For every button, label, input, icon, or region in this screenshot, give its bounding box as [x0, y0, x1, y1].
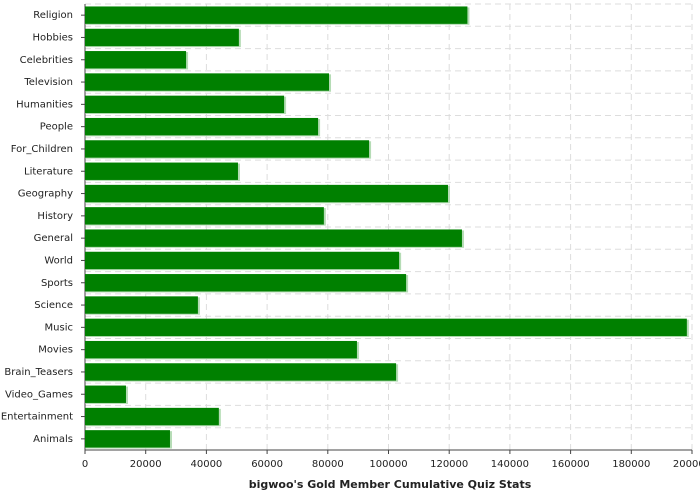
y-tick-label: World: [44, 255, 73, 266]
bar: [85, 184, 448, 203]
y-tick-label: Video_Games: [5, 389, 73, 400]
y-tick-label: Geography: [18, 189, 73, 200]
bar: [85, 340, 357, 359]
bar: [85, 51, 187, 69]
y-tick-label: Sports: [41, 278, 73, 289]
x-tick-label: 160000: [552, 459, 590, 470]
bar: [85, 162, 238, 180]
y-tick-label: Hobbies: [33, 32, 73, 43]
bar: [85, 385, 126, 403]
y-tick-label: Literature: [24, 166, 73, 177]
y-tick-label: People: [40, 122, 73, 133]
x-tick-label: 40000: [190, 459, 222, 470]
bar: [85, 6, 468, 24]
x-tick-label: 120000: [430, 459, 468, 470]
y-tick-label: General: [34, 233, 73, 244]
y-tick-label: Science: [34, 300, 73, 311]
bar: [85, 318, 687, 337]
x-tick-label: 200000: [673, 459, 700, 470]
y-tick-label: Brain_Teasers: [4, 367, 73, 378]
bar: [85, 251, 400, 270]
bar: [85, 28, 239, 47]
y-tick-label: Celebrities: [20, 55, 73, 66]
y-tick-label: Religion: [33, 10, 73, 21]
y-tick-label: Television: [23, 77, 73, 88]
y-tick-label: Humanities: [16, 99, 73, 110]
bar: [85, 430, 170, 448]
bar: [85, 363, 397, 381]
bar: [85, 207, 324, 225]
y-tick-label: Entertainment: [1, 412, 73, 423]
chart-title: bigwoo's Gold Member Cumulative Quiz Sta…: [249, 478, 532, 491]
bar: [85, 274, 407, 292]
y-tick-label: For_Children: [11, 144, 73, 155]
x-tick-label: 20000: [130, 459, 162, 470]
x-tick-label: 0: [82, 459, 88, 470]
bar: [85, 140, 370, 158]
y-tick-label: Music: [45, 322, 73, 333]
y-tick-label: History: [37, 211, 73, 222]
x-tick-label: 100000: [369, 459, 407, 470]
bar: [85, 95, 285, 114]
y-tick-label: Animals: [33, 434, 73, 445]
x-tick-label: 140000: [491, 459, 529, 470]
x-tick-label: 180000: [612, 459, 650, 470]
x-tick-label: 60000: [251, 459, 283, 470]
y-tick-label: Movies: [38, 345, 73, 356]
bar: [85, 296, 198, 314]
bar: [85, 73, 330, 91]
x-tick-label: 80000: [312, 459, 344, 470]
bar: [85, 229, 462, 247]
bar: [85, 407, 219, 426]
bar: [85, 117, 319, 136]
